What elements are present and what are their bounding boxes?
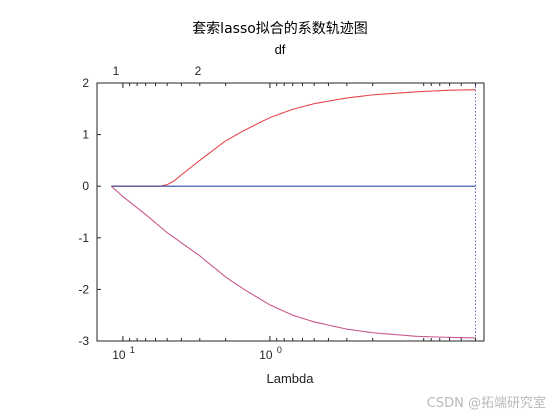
x-axis-label: Lambda (266, 371, 314, 386)
y-tick-label: 2 (82, 76, 89, 90)
y-tick-label: -1 (78, 231, 89, 245)
x-tick-label: 10 (112, 348, 126, 362)
series-line-3 (110, 185, 476, 339)
df-tick-label: 2 (195, 64, 202, 78)
y-tick-label: 1 (82, 128, 89, 142)
plot-frame (96, 82, 485, 342)
top-axis-label: df (274, 42, 286, 57)
chart-title: 套索lasso拟合的系数轨迹图 (192, 21, 368, 37)
y-tick-label: -2 (78, 282, 89, 296)
y-tick-label: 0 (82, 179, 89, 193)
x-tick-label: 10 (259, 348, 273, 362)
df-tick-label: 1 (113, 64, 120, 78)
x-tick-exponent: 0 (277, 345, 282, 355)
watermark: CSDN @拓端研究室 (426, 396, 546, 411)
y-tick-label: -3 (78, 334, 89, 348)
series-line-1 (111, 89, 476, 187)
x-tick-exponent: 1 (130, 345, 135, 355)
